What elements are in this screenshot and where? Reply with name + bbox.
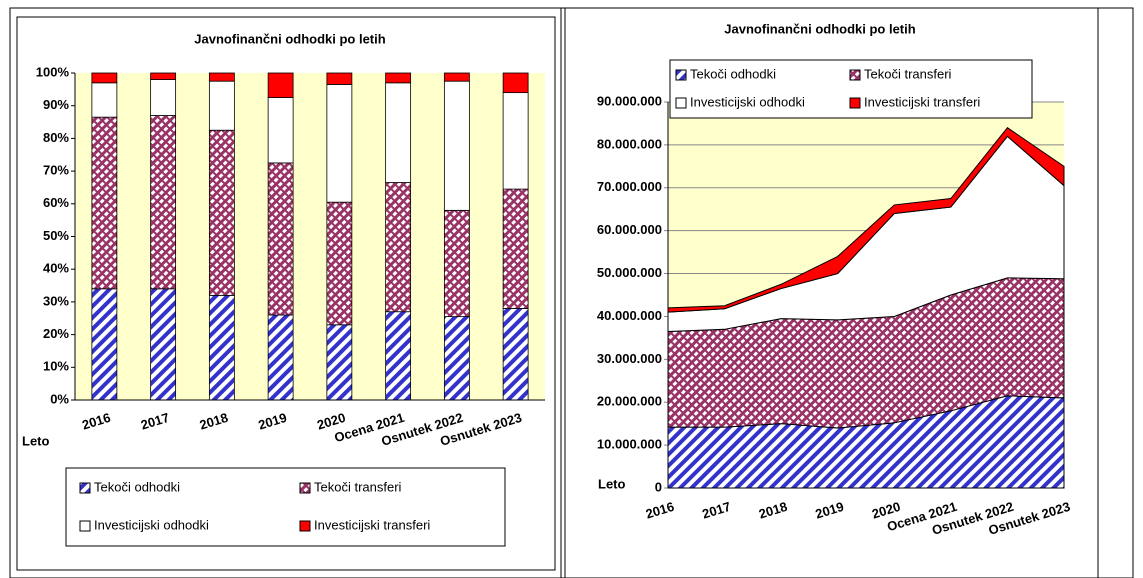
bar-segment bbox=[502, 92, 529, 190]
legend-label: Tekoči odhodki bbox=[94, 479, 180, 494]
y-tick-label: 50% bbox=[43, 228, 69, 243]
bar-segment bbox=[267, 314, 294, 401]
y-tick-label: 30% bbox=[43, 293, 69, 308]
legend-swatch bbox=[849, 97, 861, 109]
bar-segment bbox=[208, 72, 235, 82]
y-tick-label: 90.000.000 bbox=[597, 93, 662, 108]
plot-area bbox=[75, 73, 545, 400]
legend-label: Investicijski transferi bbox=[864, 94, 980, 109]
y-tick-label: 30.000.000 bbox=[597, 351, 662, 366]
legend-label: Tekoči transferi bbox=[314, 479, 402, 494]
bar-segment bbox=[385, 182, 412, 313]
x-tick-label: 2019 bbox=[814, 499, 846, 522]
legend-label: Tekoči transferi bbox=[864, 66, 952, 81]
bar-segment bbox=[326, 84, 353, 203]
y-tick-label: 60% bbox=[43, 195, 69, 210]
chart-title: Javnofinančni odhodki po letih bbox=[194, 31, 385, 46]
legend-swatch bbox=[675, 97, 687, 109]
y-tick-label: 0% bbox=[50, 391, 69, 406]
bar-segment bbox=[385, 82, 412, 183]
legend-label: Tekoči odhodki bbox=[690, 66, 776, 81]
legend-box bbox=[65, 467, 506, 547]
y-tick-label: 10.000.000 bbox=[597, 437, 662, 452]
y-tick-label: 100% bbox=[36, 64, 70, 79]
y-tick-label: 80% bbox=[43, 130, 69, 145]
bar-segment bbox=[208, 294, 235, 401]
y-tick-label: 60.000.000 bbox=[597, 222, 662, 237]
bar-segment bbox=[502, 188, 529, 309]
legend-swatch bbox=[79, 520, 91, 532]
legend-swatch bbox=[849, 69, 861, 81]
y-tick-label: 40% bbox=[43, 261, 69, 276]
bar-segment bbox=[443, 72, 470, 82]
y-tick-label: 70% bbox=[43, 163, 69, 178]
legend-label: Investicijski odhodki bbox=[690, 94, 805, 109]
bar-segment bbox=[91, 116, 118, 290]
bar-segment bbox=[267, 97, 294, 164]
x-tick-label: 2016 bbox=[644, 499, 676, 522]
bar-segment bbox=[326, 201, 353, 326]
bar-segment bbox=[208, 80, 235, 131]
legend-label: Investicijski transferi bbox=[314, 517, 430, 532]
legend-swatch bbox=[299, 520, 311, 532]
legend-label: Investicijski odhodki bbox=[94, 517, 209, 532]
axis-label: Leto bbox=[598, 476, 626, 491]
axis-label: Leto bbox=[22, 433, 50, 448]
legend-swatch bbox=[299, 482, 311, 494]
bar-segment bbox=[150, 72, 177, 80]
table-border bbox=[9, 7, 1134, 578]
bar-segment bbox=[150, 115, 177, 290]
bar-segment bbox=[267, 162, 294, 316]
y-tick-label: 10% bbox=[43, 359, 69, 374]
legend-swatch bbox=[79, 482, 91, 494]
bar-segment bbox=[91, 72, 118, 84]
bar-segment bbox=[443, 316, 470, 401]
legend-swatch bbox=[675, 69, 687, 81]
y-tick-label: 20.000.000 bbox=[597, 394, 662, 409]
bar-segment bbox=[385, 72, 412, 84]
y-tick-label: 40.000.000 bbox=[597, 308, 662, 323]
chart-title: Javnofinančni odhodki po letih bbox=[724, 21, 915, 36]
bar-segment bbox=[443, 209, 470, 318]
bar-segment bbox=[502, 72, 529, 94]
bar-segment bbox=[91, 82, 118, 118]
y-tick-label: 80.000.000 bbox=[597, 136, 662, 151]
bar-segment bbox=[267, 72, 294, 98]
bar-segment bbox=[150, 79, 177, 116]
y-tick-label: 20% bbox=[43, 326, 69, 341]
x-tick-label: 2018 bbox=[757, 499, 789, 522]
bar-segment bbox=[443, 80, 470, 211]
x-tick-label: 2017 bbox=[700, 499, 732, 522]
bar-segment bbox=[502, 308, 529, 401]
bar-segment bbox=[208, 129, 235, 296]
bar-segment bbox=[326, 324, 353, 401]
y-tick-label: 0 bbox=[655, 479, 662, 494]
y-tick-label: 70.000.000 bbox=[597, 179, 662, 194]
y-tick-label: 50.000.000 bbox=[597, 265, 662, 280]
bar-segment bbox=[326, 72, 353, 85]
y-tick-label: 90% bbox=[43, 97, 69, 112]
bar-segment bbox=[385, 311, 412, 401]
bar-segment bbox=[91, 288, 118, 401]
area bbox=[667, 127, 1065, 313]
bar-segment bbox=[150, 288, 177, 401]
